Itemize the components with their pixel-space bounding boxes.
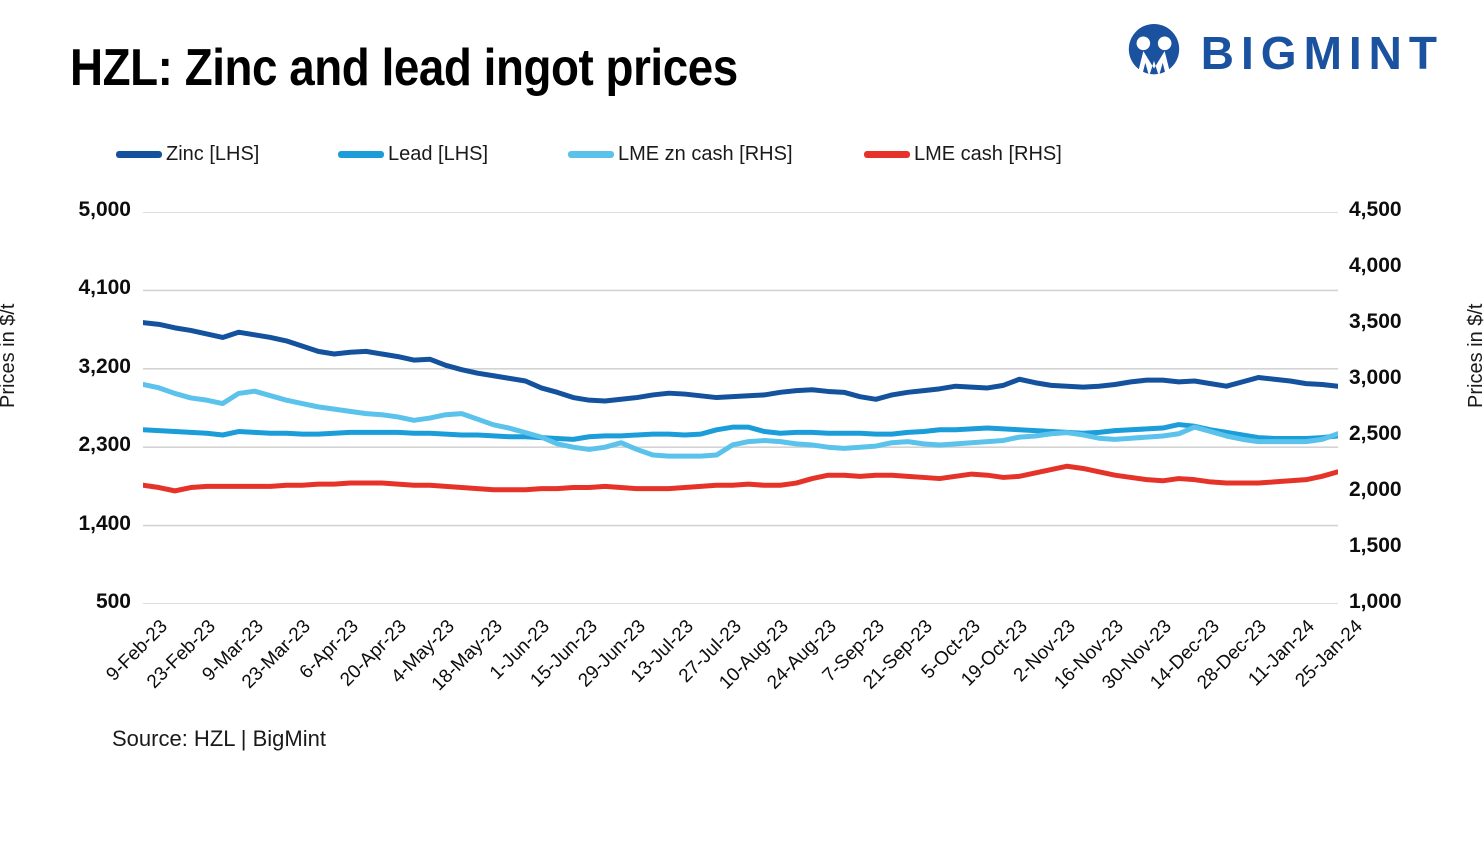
legend-label: Lead [LHS] [388,142,489,165]
legend-label: LME zn cash [RHS] [618,142,793,165]
logo-wordmark: BIGMINT [1200,27,1444,79]
series-line-0 [143,320,1338,404]
legend-label: LME cash [RHS] [914,142,1062,165]
right-axis-tick: 1,500 [1349,534,1402,557]
legend-item-1[interactable]: Lead [LHS] [338,143,488,166]
left-axis-title: Prices in $/t [0,303,19,408]
right-axis-tick: 1,000 [1349,590,1402,613]
series-lines [143,320,1338,494]
legend-label: Zinc [LHS] [166,142,260,165]
brand-logo: BIGMINT [1123,22,1444,84]
right-axis-tick: 3,000 [1349,366,1402,389]
right-axis-tick: 4,000 [1349,254,1402,277]
left-axis-tick: 1,400 [78,511,131,535]
left-axis-tick: 5,000 [78,198,131,221]
left-axis-tick: 500 [95,590,131,613]
legend-swatch-icon [338,150,384,158]
legend-item-3[interactable]: LME cash [RHS] [864,143,1062,166]
plot-area [143,212,1338,604]
legend-item-2[interactable]: LME zn cash [RHS] [568,143,793,166]
right-axis-tick: 4,500 [1349,198,1402,221]
legend-swatch-icon [568,150,614,158]
series-line-1 [143,422,1338,442]
left-axis-tick: 2,300 [78,433,131,457]
chart-canvas: HZL: Zinc and lead ingot prices BIGMINT … [0,22,1484,751]
right-axis-tick: 3,500 [1349,310,1402,333]
page-title: HZL: Zinc and lead ingot prices [70,39,738,97]
legend-swatch-icon [116,150,162,158]
legend-swatch-icon [864,150,910,158]
source-note: Source: HZL | BigMint [112,726,326,751]
legend-item-0[interactable]: Zinc [LHS] [116,143,259,166]
series-line-3 [143,463,1338,494]
series-line-2 [143,381,1338,459]
right-axis-tick: 2,500 [1349,422,1402,445]
left-axis-tick: 3,200 [78,354,131,378]
left-axis-tick: 4,100 [78,276,131,300]
right-axis-tick: 2,000 [1349,478,1402,501]
right-axis-title: Prices in $/t [1465,303,1484,408]
bigmint-mark-icon [1128,23,1179,79]
gridlines [143,212,1338,604]
